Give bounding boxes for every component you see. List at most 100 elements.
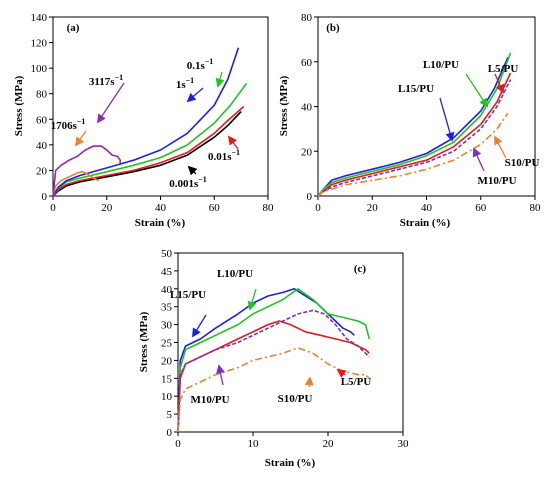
annotation-arrow xyxy=(96,82,125,124)
x-axis-label: Strain (%) xyxy=(400,217,451,229)
annotation-text: L5/PU xyxy=(341,376,372,388)
series-line-m10-pu xyxy=(177,309,370,433)
series-line-1706s-1 xyxy=(52,170,100,197)
y-axis-label: Stress (MPa) xyxy=(13,75,25,136)
y-tick-label: 45 xyxy=(161,266,173,278)
annotation-text: S10/PU xyxy=(505,157,540,169)
annotation-arrow xyxy=(247,288,257,311)
annotation-text: L10/PU xyxy=(423,59,459,71)
annotation-text: L10/PU xyxy=(217,268,253,280)
panel-c: 0 10 20 30 0 5 10 15 20 25 30 35 40 45 50 Strain (%) Str… xyxy=(138,248,409,469)
y-axis-label: Stress (MPa) xyxy=(138,311,150,372)
annotation-arrow xyxy=(336,368,347,378)
y-tick-label: 40 xyxy=(36,140,48,152)
annotation-text: S10/PU xyxy=(278,393,313,405)
y-tick-label: 50 xyxy=(161,248,173,260)
x-tick-label: 60 xyxy=(209,202,221,214)
annotation-s10-pu: S10/PU xyxy=(505,157,540,169)
y-tick-label: 140 xyxy=(31,12,48,24)
series-line-1s-1 xyxy=(52,47,240,197)
y-tick-label: 60 xyxy=(301,57,313,69)
y-tick-label: 40 xyxy=(161,284,173,296)
y-tick-label: 80 xyxy=(301,12,313,24)
y-axis-label: Stress (MPa) xyxy=(278,75,290,136)
annotation-0-1s: 0.1s−1 xyxy=(187,57,214,72)
annotation-text: M10/PU xyxy=(190,394,229,406)
annotation-text: 0.1s xyxy=(187,60,206,72)
annotation-0-001s: 0.001s−1 xyxy=(169,175,207,190)
annotation-text: 1s xyxy=(176,79,187,91)
annotation-arrow xyxy=(216,364,225,386)
annotation-0-01s: 0.01s−1 xyxy=(208,148,240,163)
annotation-s10-pu: S10/PU xyxy=(278,393,313,405)
annotation-arrow xyxy=(74,130,87,147)
annotation-superscript: −1 xyxy=(205,57,214,66)
y-tick-label: 25 xyxy=(161,338,173,350)
x-tick-label: 0 xyxy=(175,438,181,450)
y-tick-label: 0 xyxy=(42,191,48,203)
y-tick-label: 40 xyxy=(301,102,313,114)
x-tick-label: 40 xyxy=(155,202,167,214)
annotation-superscript: −1 xyxy=(231,148,240,157)
annotation-m10-pu: M10/PU xyxy=(190,394,229,406)
annotation-l5-pu: L5/PU xyxy=(488,63,519,75)
annotation-superscript: −1 xyxy=(115,73,124,82)
series-line-l15-pu xyxy=(177,288,355,433)
panel-label: (a) xyxy=(67,22,80,34)
y-tick-label: 20 xyxy=(161,355,173,367)
series-line-0-01s-1 xyxy=(52,105,245,197)
x-axis-label: Strain (%) xyxy=(135,217,186,229)
x-tick-label: 0 xyxy=(50,202,56,214)
y-tick-label: 10 xyxy=(161,391,173,403)
y-tick-label: 30 xyxy=(161,320,173,332)
annotation-c: (c) xyxy=(354,263,367,275)
annotation-text: M10/PU xyxy=(477,175,516,187)
y-tick-label: 120 xyxy=(31,38,48,50)
annotation-arrow xyxy=(439,97,455,142)
annotation-l10-pu: L10/PU xyxy=(423,59,459,71)
y-tick-label: 20 xyxy=(301,146,313,158)
y-tick-label: 20 xyxy=(36,165,48,177)
y-tick-label: 60 xyxy=(36,114,48,126)
x-tick-label: 10 xyxy=(248,438,260,450)
x-tick-label: 20 xyxy=(323,438,335,450)
annotation-text: (c) xyxy=(354,263,367,275)
plot-frame xyxy=(317,16,536,197)
x-tick-label: 60 xyxy=(475,202,487,214)
series-line-l10-pu xyxy=(177,288,371,433)
annotation-1706s: 1706s−1 xyxy=(51,117,86,132)
x-tick-label: 40 xyxy=(421,202,433,214)
y-tick-label: 0 xyxy=(167,427,173,439)
annotation-m10-pu: M10/PU xyxy=(477,175,516,187)
annotation-arrow xyxy=(215,71,225,88)
x-tick-label: 20 xyxy=(101,202,113,214)
annotation-text: L15/PU xyxy=(170,289,206,301)
series-line-s10-pu xyxy=(317,112,509,197)
annotation-text: 1706s xyxy=(51,120,78,132)
annotation-superscript: −1 xyxy=(186,76,195,85)
panel-label: (b) xyxy=(326,22,340,34)
annotation-arrow xyxy=(186,87,204,103)
series-line-l5-pu xyxy=(317,72,512,197)
series-line-m10-pu xyxy=(317,79,512,197)
annotation-arrow xyxy=(494,135,507,159)
annotation-arrow xyxy=(472,147,485,172)
series-line-0-1s-1 xyxy=(52,83,248,197)
x-tick-label: 30 xyxy=(398,438,410,450)
annotation-l5-pu: L5/PU xyxy=(341,376,372,388)
x-tick-label: 80 xyxy=(263,202,275,214)
series-line-s10-pu xyxy=(177,347,370,433)
panel-a: 0 20 40 60 80 0 20 40 60 80 100 120 140 Strain (%) Str… xyxy=(13,12,274,229)
annotation-arrow xyxy=(494,73,505,94)
annotation-l15-pu: L15/PU xyxy=(170,289,206,301)
series-line-3117s-1 xyxy=(52,145,121,197)
annotation-text: 0.01s xyxy=(208,151,232,163)
annotation-text: 3117s xyxy=(89,76,115,88)
annotation-arrow xyxy=(304,376,314,388)
y-tick-label: 35 xyxy=(161,302,173,314)
y-tick-label: 0 xyxy=(307,191,313,203)
annotation-arrow xyxy=(227,135,239,150)
y-tick-label: 5 xyxy=(167,409,173,421)
annotation-1s: 1s−1 xyxy=(176,76,194,91)
annotation-text: L5/PU xyxy=(488,63,519,75)
